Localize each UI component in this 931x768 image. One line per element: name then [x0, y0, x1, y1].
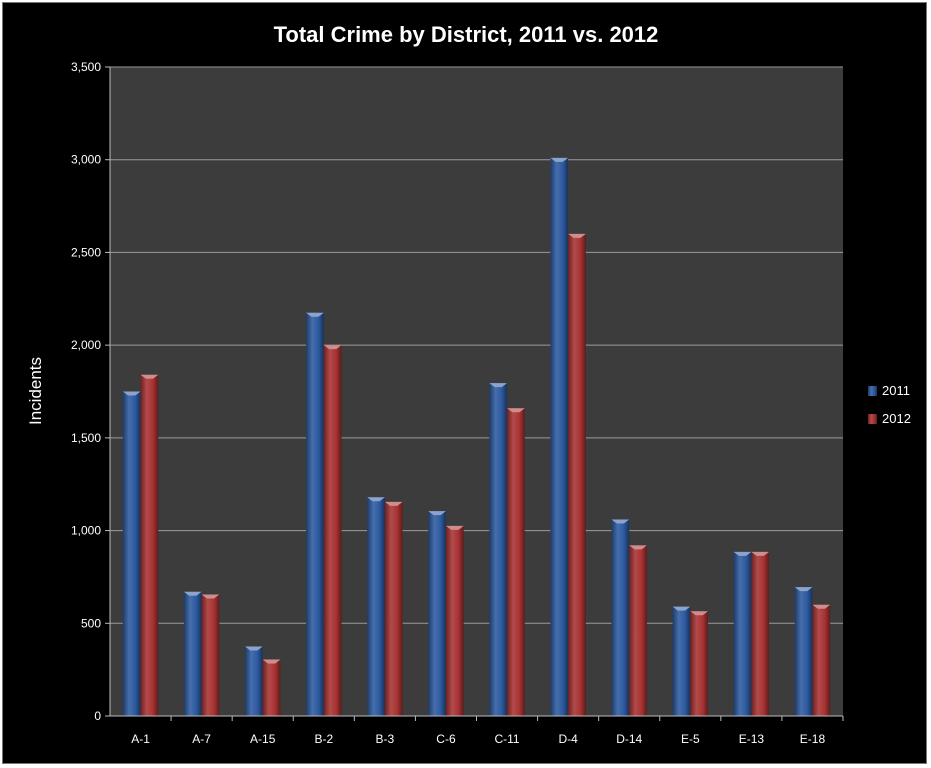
axes	[109, 67, 844, 721]
x-tick-label: E-13	[739, 732, 765, 746]
bar-cap-2011-A-15	[244, 646, 263, 651]
legend: 2011 2012	[868, 383, 911, 426]
bar-2012-D-4	[568, 233, 586, 716]
legend-swatch-2011	[868, 386, 877, 396]
y-tick-labels: 0 500 1,000 1,500 2,000 2,500 3,000 3,500	[71, 60, 101, 723]
x-tick-label: E-5	[681, 732, 700, 746]
y-tick-label: 2,000	[71, 338, 101, 352]
bar-cap-2011-E-18	[794, 587, 813, 592]
bar-cap-2011-E-13	[733, 551, 752, 556]
bar-cap-2012-B-2	[323, 345, 342, 350]
bar-cap-2011-A-1	[122, 391, 141, 396]
bar-2011-E-13	[733, 551, 752, 716]
bar-2012-A-7	[201, 594, 220, 716]
bar-2011-A-7	[183, 591, 202, 716]
bar-2012-E-13	[751, 551, 770, 716]
bar-2011-B-2	[306, 312, 324, 716]
bar-cap-2012-E-13	[751, 551, 770, 556]
bar-cap-2012-A-7	[201, 594, 220, 599]
x-tick-label: A-7	[192, 732, 211, 746]
y-tick-label: 2,500	[71, 245, 101, 259]
bar-2012-C-6	[445, 525, 464, 716]
bars	[122, 157, 831, 717]
bar-2011-E-18	[794, 587, 813, 716]
bar-cap-2012-A-15	[262, 659, 281, 664]
bar-2011-A-15	[244, 646, 263, 716]
bar-2011-B-3	[367, 497, 385, 716]
bar-cap-2011-C-6	[428, 511, 446, 516]
bar-2012-E-5	[690, 611, 709, 716]
bar-cap-2012-B-3	[384, 501, 403, 506]
bar-cap-2012-E-5	[690, 611, 709, 616]
legend-label-2011: 2011	[882, 383, 910, 398]
legend-label-2012: 2012	[882, 411, 911, 426]
bar-cap-2011-D-4	[550, 157, 569, 162]
chart-title: Total Crime by District, 2011 vs. 2012	[274, 22, 659, 47]
bar-cap-2011-B-2	[306, 312, 324, 317]
plot-area	[110, 67, 843, 716]
bar-2012-D-14	[629, 545, 647, 716]
bar-2012-A-1	[140, 374, 159, 716]
bar-cap-2011-E-5	[672, 606, 691, 611]
y-tick-label: 3,500	[71, 60, 101, 74]
bar-2011-D-4	[550, 157, 569, 717]
bar-cap-2012-D-4	[568, 233, 586, 238]
x-tick-label: E-18	[800, 732, 826, 746]
legend-swatch-2012	[868, 414, 877, 424]
bar-2011-E-5	[672, 606, 691, 716]
bar-cap-2011-C-11	[489, 383, 508, 388]
x-tick-labels: A-1 A-7 A-15 B-2 B-3 C-6 C-11 D-4 D-14 E-5 E-13 E-1…	[131, 732, 825, 746]
y-tick-label: 500	[81, 616, 101, 630]
x-tick-label: B-3	[376, 732, 395, 746]
bar-cap-2011-A-7	[183, 591, 202, 596]
y-tick-label: 1,500	[71, 431, 101, 445]
bar-2012-C-11	[507, 408, 525, 716]
bar-cap-2012-C-6	[445, 525, 464, 530]
bar-2012-E-18	[812, 604, 831, 716]
bar-cap-2012-A-1	[140, 374, 159, 379]
grid-lines	[105, 66, 843, 717]
y-tick-label: 1,000	[71, 524, 101, 538]
y-tick-label: 3,000	[71, 153, 101, 167]
x-tick-label: A-1	[131, 732, 150, 746]
bar-cap-2012-E-18	[812, 604, 831, 609]
bar-2011-C-11	[489, 383, 508, 716]
x-tick-label: A-15	[250, 732, 276, 746]
bar-cap-2011-B-3	[367, 497, 385, 502]
x-tick-label: B-2	[314, 732, 333, 746]
bar-cap-2011-D-14	[611, 519, 630, 524]
bar-2011-C-6	[428, 511, 446, 716]
bar-2012-B-2	[323, 345, 342, 716]
x-tick-label: D-14	[616, 732, 642, 746]
y-axis-label: Incidents	[26, 357, 45, 425]
x-tick-label: D-4	[558, 732, 578, 746]
y-tick-label: 0	[94, 709, 101, 723]
bar-2012-B-3	[384, 501, 403, 716]
bar-2011-D-14	[611, 519, 630, 716]
bar-cap-2012-C-11	[507, 408, 525, 413]
bar-2011-A-1	[122, 391, 141, 716]
x-tick-label: C-11	[494, 732, 519, 746]
x-tick-label: C-6	[436, 732, 456, 746]
bar-cap-2012-D-14	[629, 545, 647, 550]
bar-2012-A-15	[262, 659, 281, 716]
